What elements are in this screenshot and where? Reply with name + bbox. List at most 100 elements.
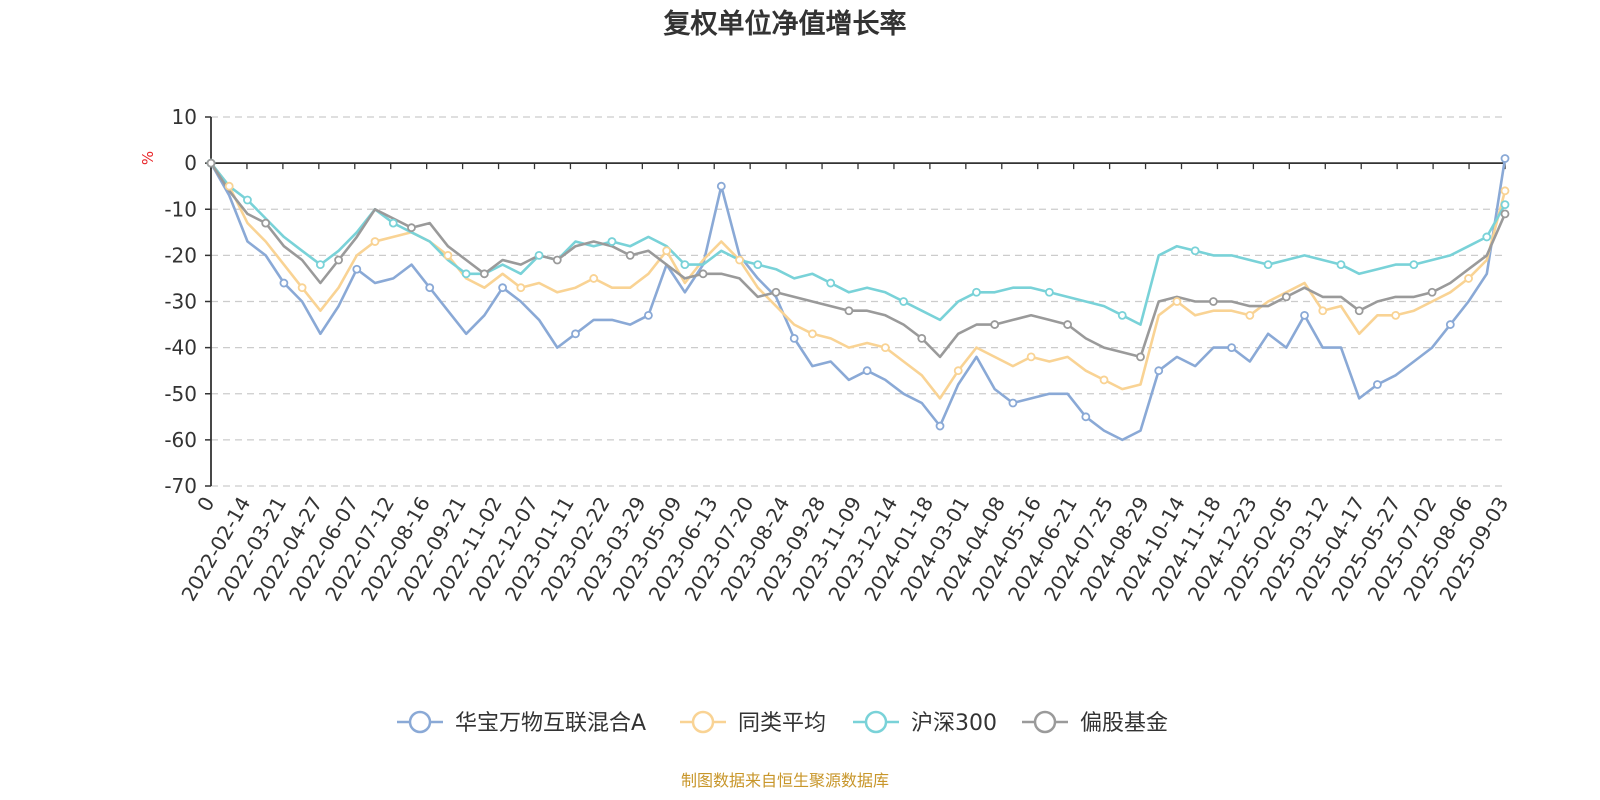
series-point [534, 250, 544, 260]
y-tick-label: -30 [164, 290, 197, 314]
series-point [498, 283, 508, 293]
series-point [425, 283, 435, 293]
series-point [607, 237, 617, 246]
series-point [844, 306, 854, 316]
series-point [1245, 310, 1255, 320]
source-note: 制图数据来自恒生聚源数据库 [681, 771, 889, 790]
series-point [1336, 260, 1346, 270]
series-point [1227, 343, 1237, 353]
series-point [1373, 380, 1382, 389]
series-point [1500, 186, 1510, 196]
gridlines [211, 116, 1505, 487]
series-point [990, 320, 1000, 329]
y-tick-label: 0 [184, 151, 197, 175]
series-markers [206, 154, 1510, 431]
series-point [1263, 260, 1273, 270]
series-point [1190, 246, 1200, 256]
series-lines [209, 158, 1507, 442]
series-point [1354, 306, 1364, 316]
series-point [589, 274, 599, 283]
series-point [1281, 292, 1291, 302]
series-point [716, 181, 726, 191]
legend-label: 同类平均 [738, 711, 826, 736]
series-point [826, 278, 836, 288]
series-point [1300, 310, 1309, 320]
series-point [206, 158, 216, 168]
series-line [209, 162, 1507, 326]
legend-label: 沪深300 [911, 711, 997, 736]
y-axis-label: % [139, 151, 157, 165]
series-point [662, 246, 672, 256]
y-tick-label: -60 [164, 428, 197, 452]
series-point [1008, 398, 1018, 408]
series-point [1445, 320, 1455, 329]
legend-marker [408, 710, 432, 734]
series-point [516, 283, 526, 293]
series-point [1500, 209, 1510, 219]
series-point [644, 310, 653, 320]
chart-title: 复权单位净值增长率 [664, 8, 907, 40]
series-point [552, 255, 562, 265]
series-point [1172, 297, 1182, 306]
series-point [1099, 375, 1109, 385]
series-point [880, 343, 890, 353]
series-point [443, 250, 453, 260]
series-point [261, 218, 271, 228]
series-point [461, 269, 471, 279]
series-point [808, 329, 817, 339]
series-point [698, 269, 708, 279]
series-point [224, 181, 234, 191]
series-point [935, 421, 945, 431]
series-point [753, 260, 763, 270]
series-point [334, 255, 343, 265]
series-point [1117, 310, 1127, 320]
series-point [862, 366, 872, 376]
legend-marker [864, 710, 888, 734]
series-point [1208, 297, 1218, 306]
series-point [352, 264, 362, 274]
series-point [1063, 320, 1072, 329]
series-point [1500, 154, 1510, 163]
legend-label: 偏股基金 [1080, 711, 1168, 736]
series-point [243, 195, 252, 205]
series-point [899, 297, 908, 306]
series-point [1081, 412, 1091, 422]
series-point [953, 366, 963, 376]
series-point [388, 218, 398, 228]
series-point [625, 250, 635, 260]
axes: 100-10-20-30-40-50-60-7002022-02-142022-… [164, 105, 1513, 605]
y-tick-label: -40 [164, 336, 197, 360]
series-line [209, 158, 1507, 442]
series-point [917, 333, 927, 343]
series-point [1500, 200, 1510, 210]
series-point [279, 278, 289, 288]
series-point [771, 287, 781, 297]
legend-label: 华宝万物互联混合A [455, 711, 646, 736]
y-tick-label: -20 [164, 243, 197, 267]
y-tick-label: 10 [172, 105, 197, 129]
series-point [479, 269, 489, 279]
x-tick-label: 0 [192, 493, 219, 516]
series-point [680, 260, 690, 270]
series-line [209, 162, 1507, 400]
legend-marker [691, 710, 715, 734]
series-point [1154, 366, 1164, 376]
series-point [571, 329, 580, 339]
series-point [1464, 274, 1473, 283]
series-point [407, 223, 416, 233]
series-point [297, 283, 307, 293]
y-tick-label: -70 [164, 474, 197, 498]
y-tick-label: -50 [164, 382, 197, 406]
series-point [1409, 260, 1419, 270]
series-point [1044, 287, 1054, 297]
series-point [1391, 310, 1401, 320]
series-point [789, 333, 799, 343]
legend-marker [1033, 710, 1057, 734]
series-point [315, 260, 325, 270]
series-point [370, 237, 380, 246]
series-point [1482, 232, 1492, 242]
series-point [1427, 287, 1437, 297]
series-point [735, 255, 744, 265]
series-point [972, 287, 981, 297]
